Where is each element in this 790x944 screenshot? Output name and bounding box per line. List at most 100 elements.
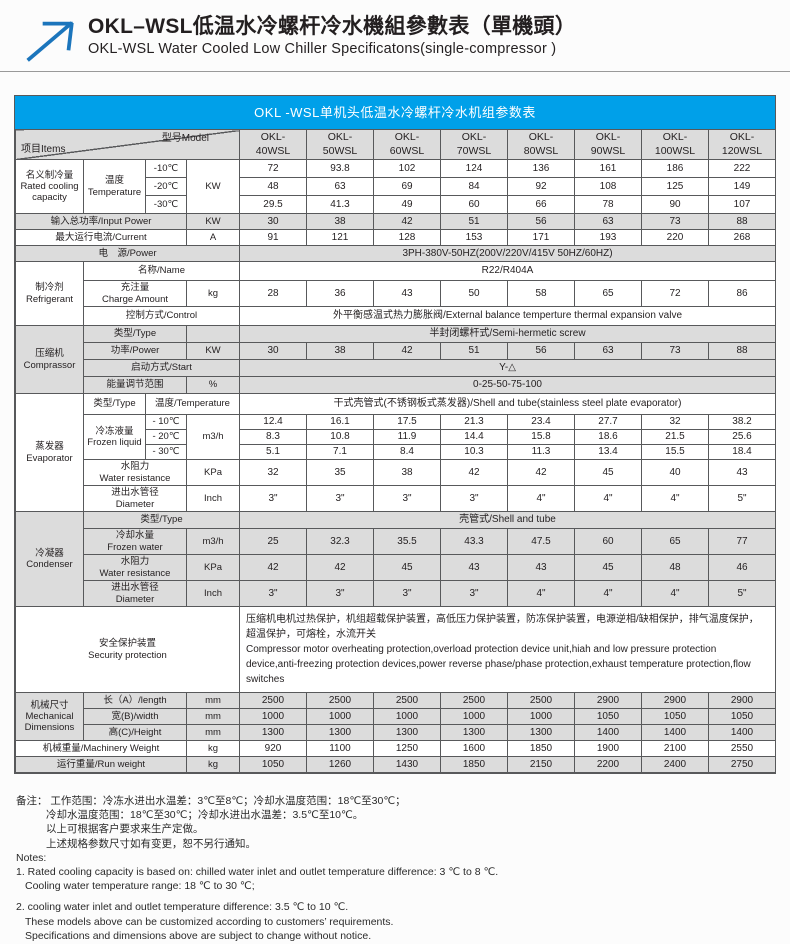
table-row: 名义制冷量 Rated cooling capacity 温度 Temperatu… [15,159,776,214]
row-label-cell: 运行重量/Run weight [15,756,187,773]
row-label-cell: m3/h [186,414,240,460]
value-cell: 21.5 [641,429,709,445]
row-label-cell: 充注量 Charge Amount [83,280,187,307]
value-cell: 1300 [373,724,441,741]
spec-table-section: OKL -WSL单机头低温水冷螺杆冷水机组参数表 项目Items 型号Model O… [14,95,776,774]
value-cell: 17.5 [373,414,441,430]
value-cell: 2900 [574,692,642,709]
table-row: -20℃ 48 63 69 84 92 108 125 149 [16,177,776,196]
value-cell: 40 [641,459,709,486]
value-cell: 48 [239,177,307,196]
value-cell: 1050 [708,708,776,725]
value-cell: 15.8 [507,429,575,445]
value-cell: 32 [239,459,307,486]
row-label-cell [186,325,240,343]
page-subtitle: OKL-WSL Water Cooled Low Chiller Specifi… [88,41,557,57]
value-cell: 121 [306,229,374,246]
value-cell: 41.3 [306,195,374,214]
value-cell: 84 [440,177,508,196]
value-cell: 222 [708,159,776,178]
merged-value-cell: 壳管式/Shell and tube [239,511,776,529]
value-cell: 2500 [507,692,575,709]
page-title: OKL–WSL低温水冷螺杆冷水機組參數表（單機頭） [88,15,577,38]
value-cell: 1050 [641,708,709,725]
value-cell: 88 [708,342,776,360]
row-label-cell: 温度/Temperature [145,393,240,415]
value-cell: 107 [708,195,776,214]
merged-value-cell: 外平衡感温式热力膨胀阀/External balance temperture … [239,306,776,326]
table-row: 蒸发器 Evaporator 类型/Type 温度/Temperature 干式壳管式… [15,393,776,512]
note-line: 冷却水温度范围：18℃至30℃；冷却水进出水温差：3.5℃至10℃。 [46,809,364,822]
value-cell: 3" [306,485,374,512]
note-line: Notes: [16,851,47,864]
table-row: 电 源/Power 3PH-380V-50HZ(200V/220V/415V 50… [15,245,776,262]
value-cell: 153 [440,229,508,246]
row-label-cell: - 20℃ [145,429,187,445]
value-cell: 14.4 [440,429,508,445]
value-cell: 108 [574,177,642,196]
row-label-cell: 蒸发器 Evaporator [15,393,84,512]
value-cell: 27.7 [574,414,642,430]
value-cell: 7.1 [306,444,374,460]
table-row: 启动方式/Start Y-△ [16,359,776,377]
row-label-cell: -30℃ [145,195,187,214]
arrow-up-right-icon [26,21,74,62]
value-cell: 42 [507,459,575,486]
value-cell: 25.6 [708,429,776,445]
row-label-cell: KW [186,159,240,214]
value-cell: 86 [708,280,776,307]
value-cell: 65 [574,280,642,307]
row-label-cell: -20℃ [145,177,187,196]
table-row: 运行重量/Run weight kg 1050 1260 1430 1850 2150 220… [15,756,776,773]
items-label: 项目Items [21,144,66,156]
value-cell: 4" [574,485,642,512]
value-cell: 186 [641,159,709,178]
value-cell: 25 [239,528,307,555]
row-label-cell: 制冷剂 Refrigerant [15,261,84,326]
row-label-cell: mm [186,724,240,741]
value-cell: 63 [574,213,642,230]
merged-value-cell: 压缩机电机过热保护，机组超载保护装置，高低压力保护装置，防冻保护装置，电源逆相/… [239,606,776,693]
value-cell: 1300 [306,724,374,741]
value-cell: 45 [574,554,642,581]
value-cell: 2500 [239,692,307,709]
value-cell: 50 [440,280,508,307]
value-cell: 1900 [574,740,642,757]
value-cell: 42 [306,554,374,581]
value-cell: 8.3 [239,429,307,445]
value-cell: 128 [373,229,441,246]
merged-value-cell: 0-25-50-75-100 [239,376,776,394]
model-label: 型号Model [161,133,209,144]
value-cell: 161 [574,159,642,178]
table-row: 压缩机 Comprassor 类型/Type 半封闭螺杆式/Semi-hermeti… [15,325,776,394]
row-label-cell: KPa [186,554,240,581]
row-label-cell: - 30℃ [145,444,187,460]
spec-table: 项目Items 型号Model OKL- 40WSL OKL- 50WSL OKL- 6… [15,129,776,773]
title-block: OKL–WSL低温水冷螺杆冷水機組參數表（單機頭） OKL-WSL Water … [88,10,576,57]
value-cell: 102 [373,159,441,178]
note-line: 2. cooling water inlet and outlet temper… [16,901,349,914]
value-cell: 56 [507,213,575,230]
value-cell: 92 [507,177,575,196]
row-label-cell: 长（A）/length [83,692,187,709]
row-label-cell: kg [186,280,240,307]
table-row: 输入总功率/Input Power KW 30 38 42 51 56 63 73 88 [15,213,776,230]
row-label-cell: m3/h [186,528,240,555]
row-label-cell: 进出水管径 Diameter [83,485,187,512]
model-column-header: OKL- 100WSL [641,129,709,160]
row-label-cell: KW [186,213,240,230]
value-cell: 12.4 [239,414,307,430]
row-label-cell: 名称/Name [83,261,240,281]
note-line: 以上可根据客户要求来生产定做。 [46,823,204,836]
row-label-cell: 启动方式/Start [83,359,240,377]
value-cell: 2400 [641,756,709,773]
row-label-cell: 进出水管径 Diameter [83,580,187,607]
row-label-cell: 最大运行电流/Current [15,229,187,246]
value-cell: 2550 [708,740,776,757]
table-row: 最大运行电流/Current A 91 121 128 153 171 193 220 268 [15,229,776,246]
row-label-cell: 冷冻液量 Frozen liquid [83,414,146,460]
note-line: These models above can be customized acc… [25,915,394,928]
value-cell: 1000 [440,708,508,725]
value-cell: 65 [641,528,709,555]
row-label-cell: 功率/Power [83,342,187,360]
